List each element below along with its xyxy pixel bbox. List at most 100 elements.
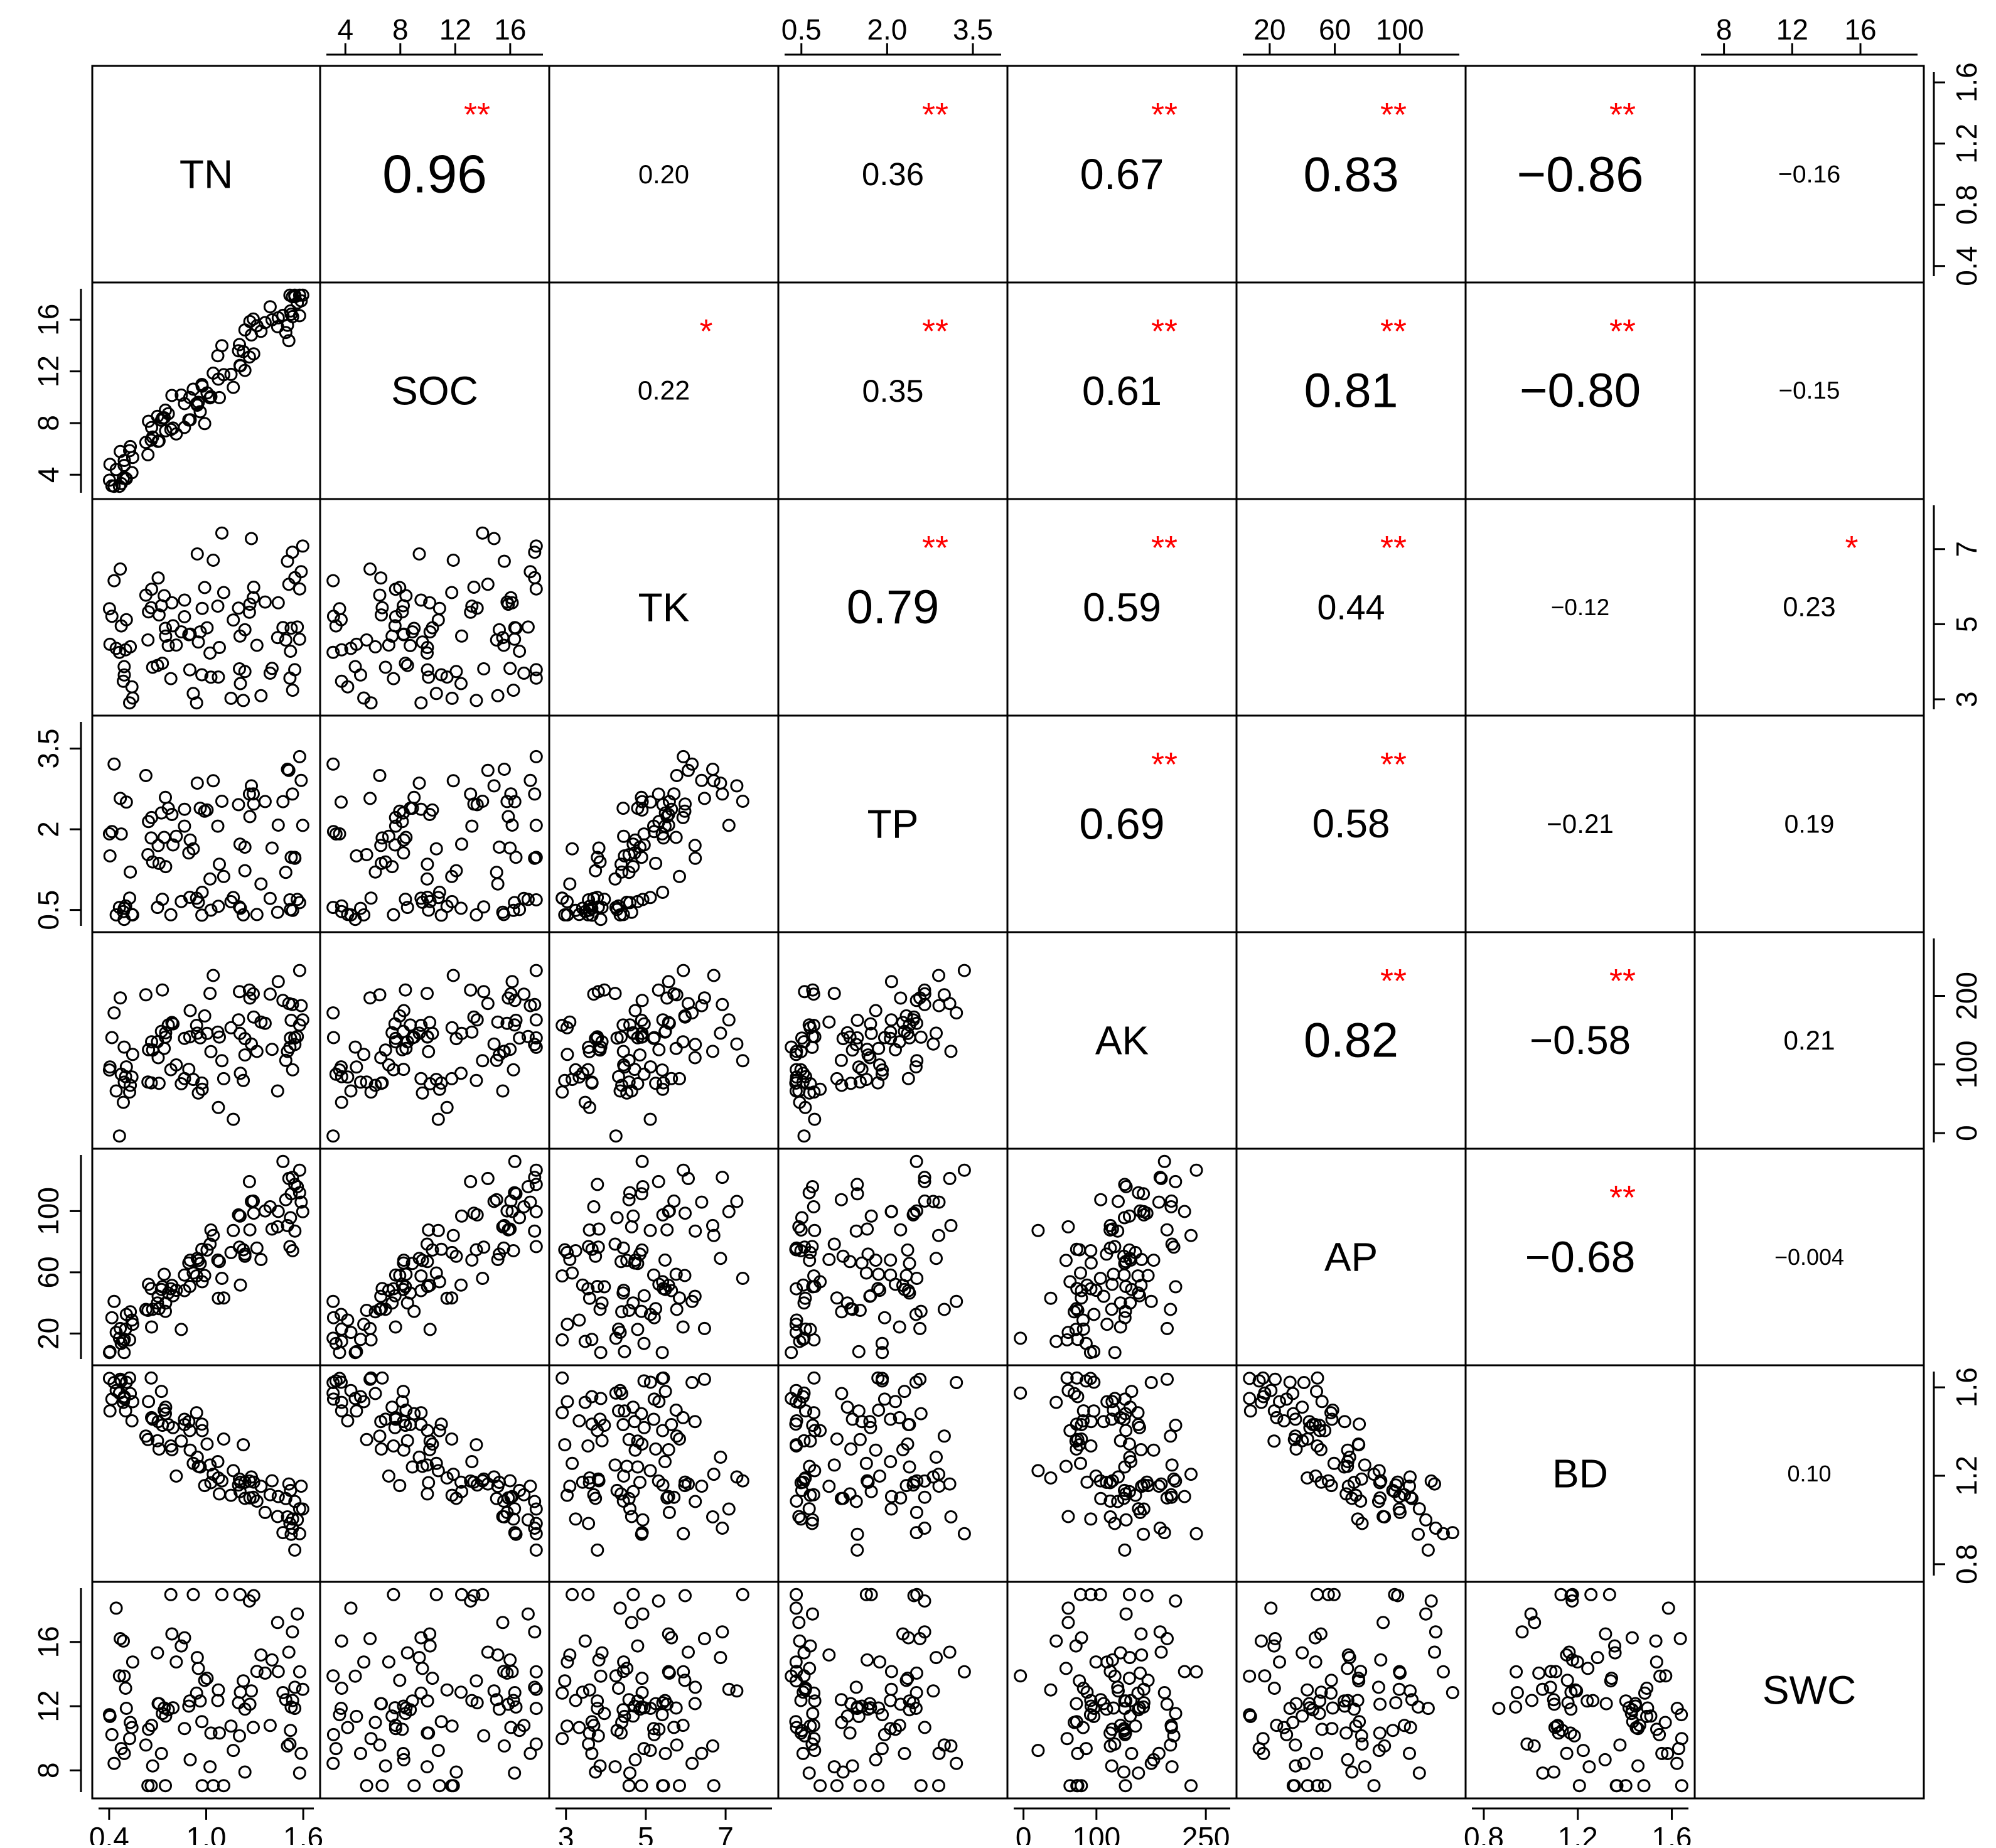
- data-point: [203, 646, 217, 660]
- data-point: [689, 1224, 702, 1238]
- data-point: [1303, 1701, 1317, 1715]
- data-point: [1373, 1491, 1387, 1505]
- right-tick-label-AK: 100: [1950, 1040, 1983, 1088]
- data-point: [213, 390, 226, 404]
- data-point: [200, 621, 214, 635]
- data-point: [174, 1434, 188, 1448]
- data-point: [517, 1719, 531, 1732]
- data-point: [1014, 1386, 1028, 1400]
- data-point: [918, 1171, 931, 1185]
- data-point: [918, 1174, 931, 1188]
- data-point: [165, 1279, 179, 1292]
- data-point: [1560, 1648, 1574, 1662]
- data-point: [1071, 1333, 1085, 1346]
- data-point: [612, 1070, 625, 1083]
- data-point: [470, 1696, 484, 1710]
- data-point: [271, 819, 285, 832]
- data-point: [294, 1746, 308, 1760]
- data-point: [217, 869, 230, 883]
- data-point: [622, 1193, 636, 1206]
- data-point: [387, 1587, 400, 1601]
- data-point: [592, 1222, 606, 1236]
- data-point: [232, 601, 245, 615]
- data-point: [649, 1442, 663, 1456]
- data-point: [400, 1035, 414, 1049]
- data-point: [797, 1386, 811, 1400]
- data-point: [1089, 1655, 1103, 1669]
- data-point: [850, 1013, 864, 1027]
- data-point: [283, 1737, 297, 1751]
- data-point: [593, 1303, 607, 1316]
- data-point: [103, 849, 117, 862]
- data-point: [1152, 1480, 1166, 1493]
- data-point: [422, 1223, 436, 1237]
- scatter-TK-vs-SOC: [326, 526, 543, 710]
- data-point: [174, 894, 188, 908]
- data-point: [581, 1063, 595, 1077]
- data-point: [677, 1527, 690, 1540]
- data-point: [1169, 1707, 1183, 1721]
- data-point: [151, 1051, 165, 1065]
- data-point: [1118, 1694, 1132, 1708]
- data-point: [803, 1086, 817, 1100]
- data-point: [1178, 1665, 1191, 1679]
- data-point: [656, 1208, 670, 1222]
- data-point: [467, 797, 481, 811]
- data-point: [1403, 1684, 1417, 1698]
- data-point: [932, 1779, 945, 1793]
- data-point: [174, 1323, 188, 1336]
- data-point: [288, 1495, 302, 1508]
- data-point: [1097, 1415, 1110, 1429]
- data-point: [1161, 1321, 1174, 1335]
- data-point: [808, 1112, 822, 1126]
- data-point: [585, 1242, 599, 1256]
- data-point: [335, 795, 348, 809]
- data-point: [326, 825, 340, 839]
- data-point: [165, 596, 179, 610]
- data-point: [1564, 1589, 1578, 1603]
- data-point: [158, 1041, 171, 1055]
- data-point: [802, 1502, 816, 1516]
- data-point: [263, 1200, 277, 1213]
- data-point: [174, 625, 188, 639]
- data-point: [660, 991, 674, 1005]
- data-point: [598, 893, 611, 906]
- data-point: [1392, 1682, 1406, 1696]
- data-point: [1123, 1450, 1137, 1464]
- data-point: [238, 1048, 252, 1062]
- data-point: [523, 1195, 537, 1209]
- data-point: [716, 787, 729, 801]
- data-point: [930, 1026, 943, 1040]
- data-point: [502, 1223, 515, 1237]
- data-point: [1164, 1429, 1178, 1443]
- data-point: [665, 1418, 679, 1431]
- data-point: [159, 621, 172, 635]
- data-point: [1326, 1404, 1339, 1417]
- data-point: [655, 1063, 669, 1077]
- data-point: [932, 1228, 945, 1242]
- data-point: [1351, 1512, 1365, 1526]
- data-point: [1267, 1682, 1281, 1695]
- data-point: [1112, 1195, 1125, 1208]
- data-point: [662, 1016, 675, 1029]
- data-point: [232, 1013, 245, 1027]
- data-point: [360, 848, 373, 861]
- data-point: [183, 833, 197, 847]
- data-point: [1543, 1680, 1557, 1694]
- data-point: [423, 1279, 437, 1292]
- data-point: [670, 1303, 684, 1316]
- correlation-value-TN-SWC: −0.16: [1778, 161, 1840, 188]
- data-point: [344, 1383, 358, 1397]
- data-point: [509, 1700, 523, 1714]
- diagonal-label-AP: AP: [1324, 1235, 1378, 1280]
- data-point: [585, 1333, 599, 1346]
- data-point: [374, 1051, 388, 1065]
- data-point: [282, 1645, 296, 1659]
- data-point: [884, 1490, 898, 1503]
- data-point: [496, 631, 510, 645]
- data-point: [682, 1645, 695, 1659]
- data-point: [233, 985, 246, 999]
- top-tick-label-TP: 3.5: [953, 13, 993, 46]
- data-point: [1324, 1686, 1338, 1700]
- data-point: [385, 1400, 399, 1414]
